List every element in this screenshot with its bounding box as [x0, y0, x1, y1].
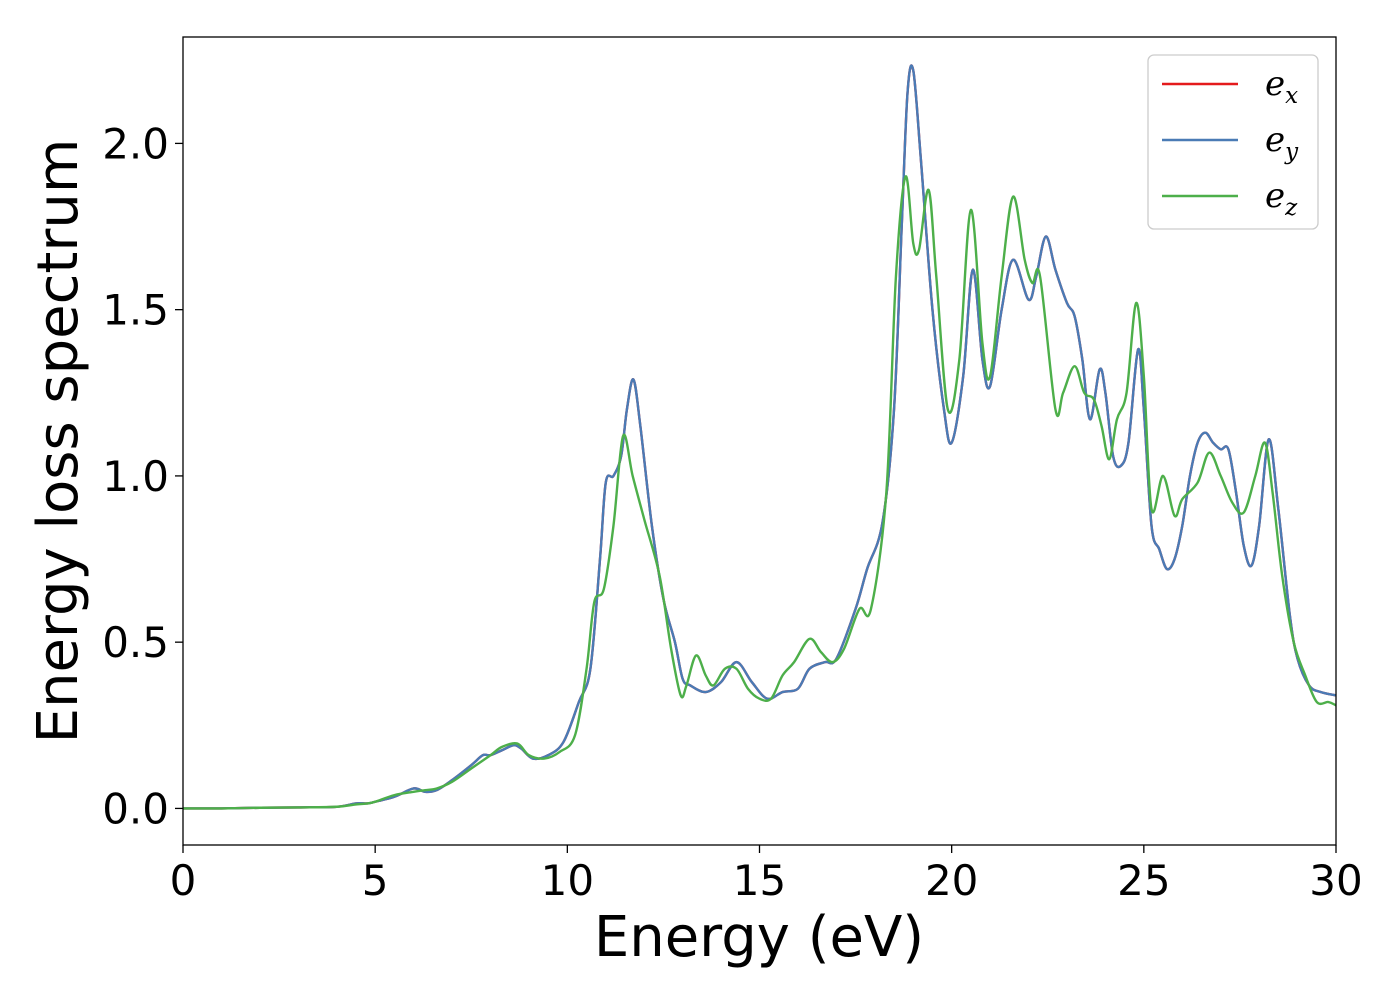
- x-tick-label: 0: [170, 856, 197, 905]
- x-tick-label: 10: [541, 856, 594, 905]
- y-tick-label: 1.0: [102, 452, 169, 501]
- y-tick-label: 0.0: [102, 784, 169, 833]
- legend-label-e-y: ey: [1265, 120, 1299, 165]
- series-layer: [182, 64, 1337, 810]
- legend-label-e-z: ez: [1265, 176, 1298, 221]
- x-axis-ticks: 0 5 10 15 20 25 30: [170, 845, 1363, 905]
- y-tick-label: 0.5: [102, 618, 169, 667]
- x-axis-title: Energy (eV): [594, 905, 924, 970]
- x-tick-label: 25: [1117, 856, 1170, 905]
- y-tick-label: 1.5: [102, 286, 169, 335]
- x-tick-label: 5: [362, 856, 389, 905]
- x-tick-label: 20: [925, 856, 978, 905]
- y-tick-label: 2.0: [102, 119, 169, 168]
- x-tick-label: 30: [1309, 856, 1362, 905]
- y-axis-ticks: 0.0 0.5 1.0 1.5 2.0: [102, 119, 183, 833]
- legend-label-e-x: ex: [1265, 64, 1298, 109]
- legend-frame: [1147, 54, 1319, 230]
- x-tick-label: 15: [733, 856, 786, 905]
- legend: ex ey ez: [1147, 54, 1319, 230]
- y-axis-title: Energy loss spectrum: [26, 139, 91, 744]
- series-line-e-z: [182, 175, 1337, 810]
